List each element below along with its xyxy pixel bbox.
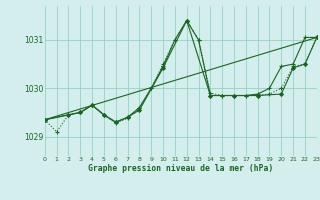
- X-axis label: Graphe pression niveau de la mer (hPa): Graphe pression niveau de la mer (hPa): [88, 164, 273, 173]
